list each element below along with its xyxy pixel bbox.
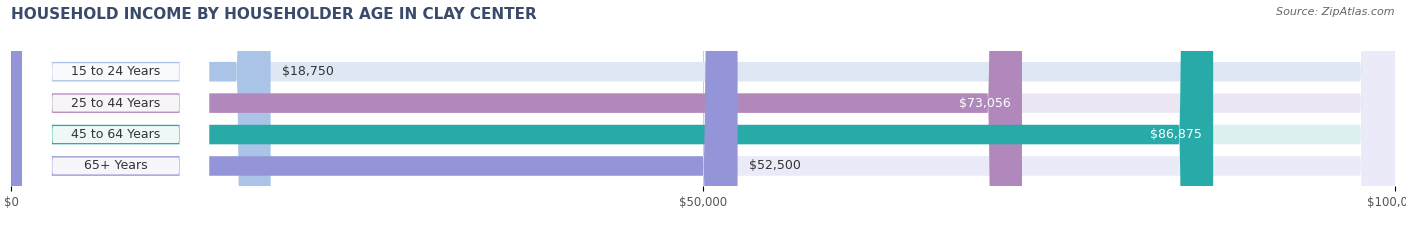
FancyBboxPatch shape	[22, 0, 209, 233]
Text: $73,056: $73,056	[959, 97, 1011, 110]
Text: 65+ Years: 65+ Years	[84, 159, 148, 172]
FancyBboxPatch shape	[11, 0, 1022, 233]
Text: $86,875: $86,875	[1150, 128, 1202, 141]
FancyBboxPatch shape	[22, 0, 209, 233]
FancyBboxPatch shape	[11, 0, 1395, 233]
FancyBboxPatch shape	[11, 0, 738, 233]
Text: 15 to 24 Years: 15 to 24 Years	[72, 65, 160, 78]
FancyBboxPatch shape	[11, 0, 270, 233]
Text: $52,500: $52,500	[748, 159, 800, 172]
Text: HOUSEHOLD INCOME BY HOUSEHOLDER AGE IN CLAY CENTER: HOUSEHOLD INCOME BY HOUSEHOLDER AGE IN C…	[11, 7, 537, 22]
Text: 45 to 64 Years: 45 to 64 Years	[72, 128, 160, 141]
FancyBboxPatch shape	[11, 0, 1395, 233]
FancyBboxPatch shape	[11, 0, 1213, 233]
FancyBboxPatch shape	[11, 0, 1395, 233]
Text: Source: ZipAtlas.com: Source: ZipAtlas.com	[1277, 7, 1395, 17]
Text: $18,750: $18,750	[281, 65, 333, 78]
FancyBboxPatch shape	[22, 0, 209, 233]
Text: 25 to 44 Years: 25 to 44 Years	[72, 97, 160, 110]
FancyBboxPatch shape	[22, 0, 209, 233]
FancyBboxPatch shape	[11, 0, 1395, 233]
